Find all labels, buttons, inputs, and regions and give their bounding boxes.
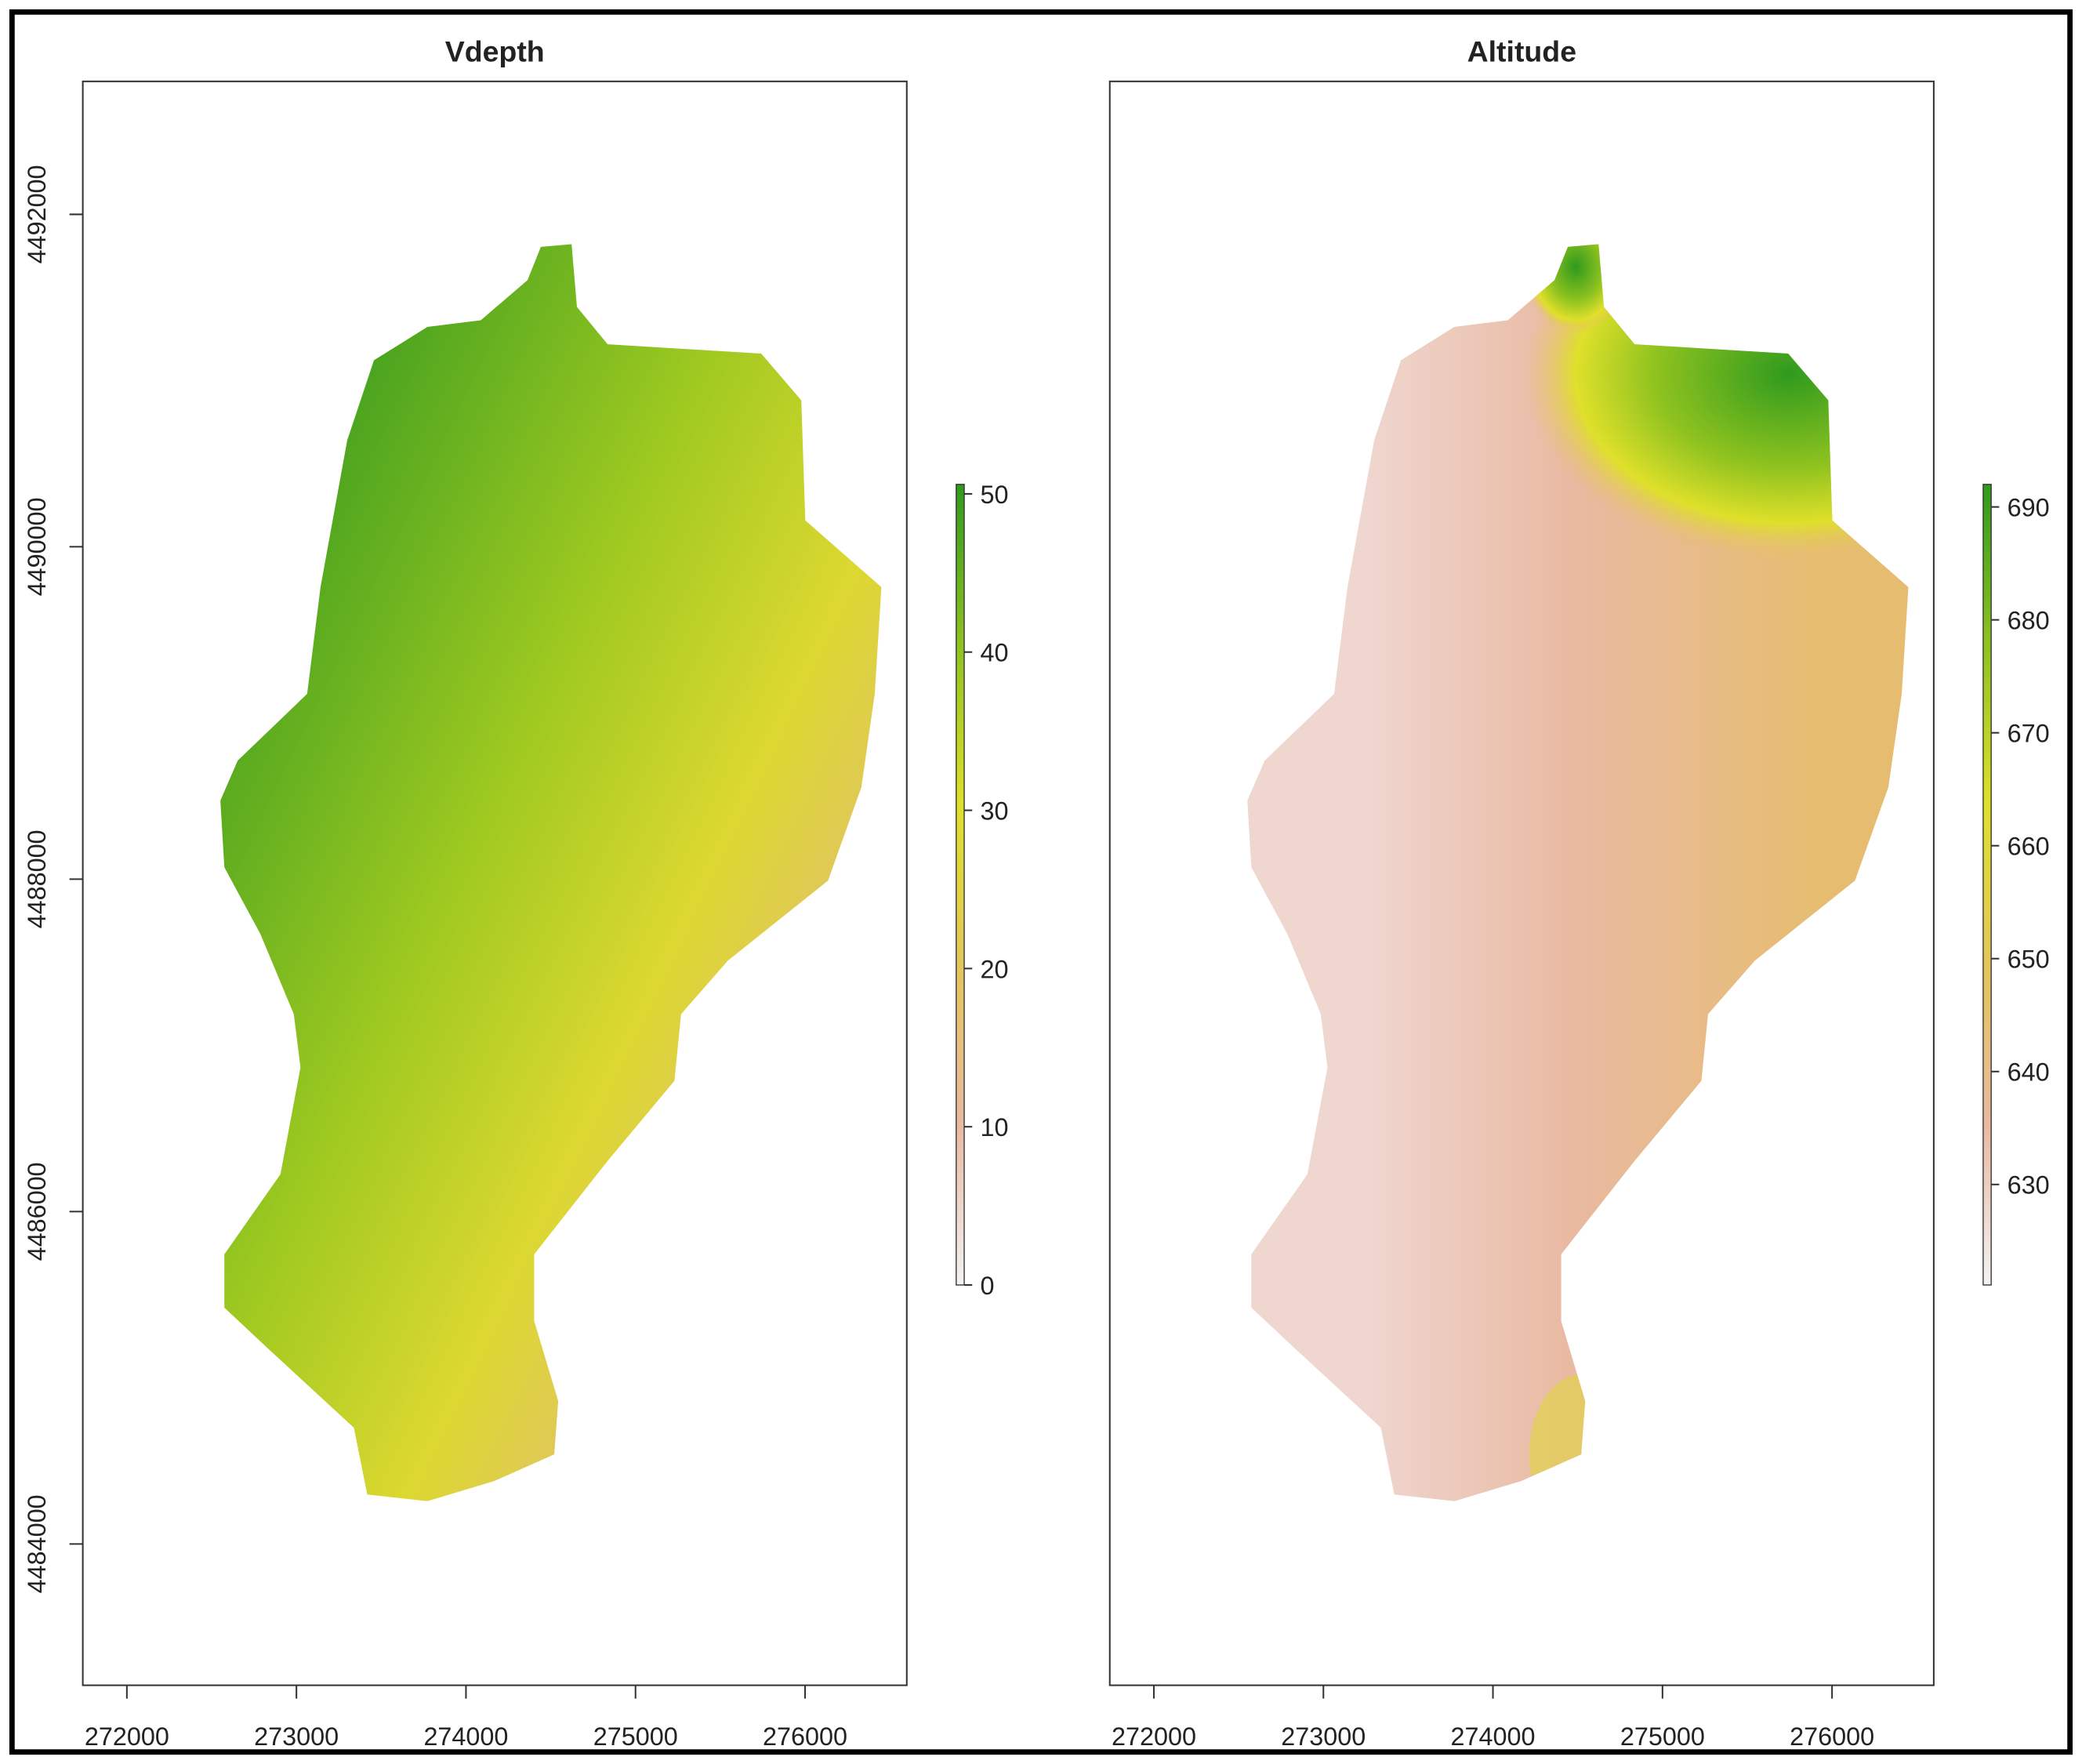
frame — [9, 9, 2073, 1755]
colorbar-tick-label: 690 — [2008, 494, 2050, 522]
x-tick-label: 273000 — [254, 1722, 339, 1751]
colorbar — [956, 484, 965, 1286]
y-tick-label: 4486000 — [23, 1162, 51, 1261]
y-tick-label: 4484000 — [23, 1494, 51, 1593]
colorbar — [1982, 484, 1992, 1286]
colorbar-tick-label: 10 — [980, 1113, 1008, 1142]
y-tick-label: 4490000 — [23, 497, 51, 596]
colorbar-tick-label: 630 — [2008, 1171, 2050, 1200]
y-tick-label: 4492000 — [23, 165, 51, 263]
chart-title: Vdepth — [445, 34, 545, 67]
colorbar-tick-label: 30 — [980, 797, 1008, 825]
x-tick-label: 275000 — [1620, 1722, 1705, 1751]
x-tick-label: 274000 — [1451, 1722, 1536, 1751]
y-tick-label: 4488000 — [23, 829, 51, 928]
x-tick-label: 276000 — [763, 1722, 847, 1751]
x-tick-label: 276000 — [1790, 1722, 1874, 1751]
x-tick-label: 275000 — [593, 1722, 678, 1751]
colorbar-tick-label: 20 — [980, 955, 1008, 983]
colorbar-tick-label: 40 — [980, 639, 1008, 667]
x-tick-label: 273000 — [1281, 1722, 1366, 1751]
colorbar-tick-label: 680 — [2008, 607, 2050, 635]
colorbar-tick-label: 670 — [2008, 720, 2050, 748]
colorbar-tick-label: 650 — [2008, 946, 2050, 974]
x-tick-label: 272000 — [85, 1722, 169, 1751]
chart-title: Altitude — [1467, 34, 1576, 67]
plot-box — [1108, 80, 1935, 1686]
raster-vdepth — [220, 244, 882, 1501]
x-tick-label: 274000 — [423, 1722, 508, 1751]
plot-box — [82, 80, 908, 1686]
colorbar-tick-label: 660 — [2008, 833, 2050, 861]
colorbar-tick-label: 50 — [980, 481, 1008, 509]
x-tick-label: 272000 — [1112, 1722, 1196, 1751]
colorbar-tick-label: 0 — [980, 1272, 994, 1300]
colorbar-tick-label: 640 — [2008, 1058, 2050, 1087]
raster-altitude — [1247, 244, 1909, 1501]
